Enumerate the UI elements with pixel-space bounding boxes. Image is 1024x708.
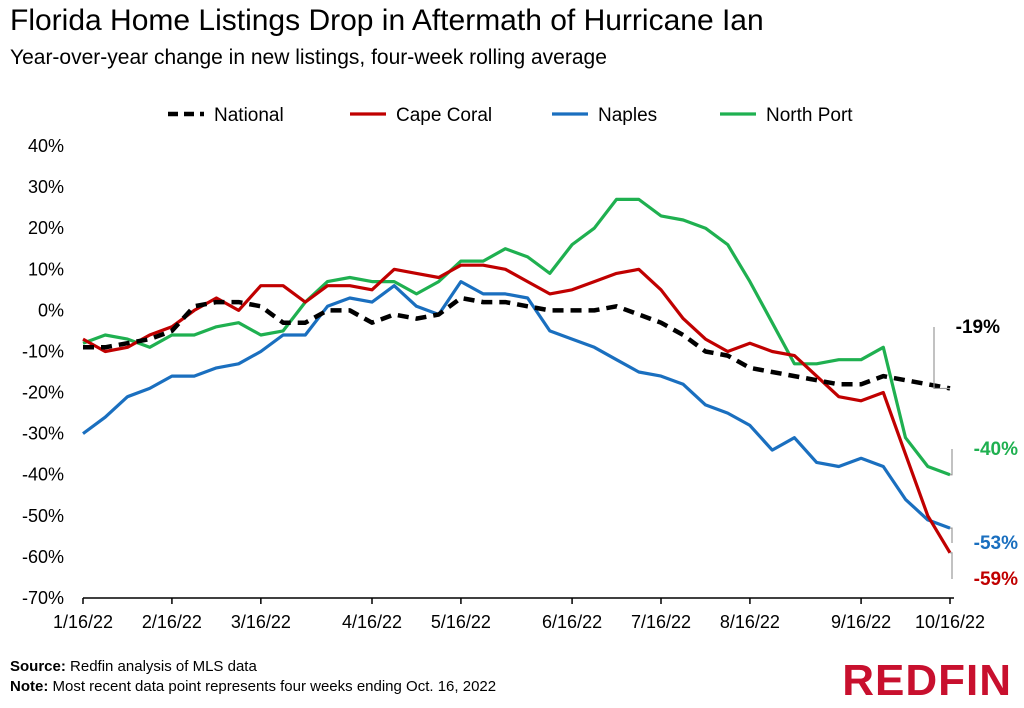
- legend-label: Cape Coral: [396, 105, 492, 126]
- series-line-cape-coral: [82, 263, 952, 554]
- series-line-national: [83, 295, 951, 391]
- redfin-logo: REDFIN: [842, 656, 1012, 705]
- legend: National Cape Coral Naples North Port: [168, 105, 853, 126]
- x-tick-label: 8/16/22: [720, 612, 780, 632]
- y-tick-label: 0%: [38, 300, 64, 320]
- y-tick-label: -60%: [22, 547, 64, 567]
- end-label-leader: [950, 449, 953, 476]
- y-tick-label: -50%: [22, 506, 64, 526]
- note-label: Note:: [10, 678, 49, 695]
- end-label-leader: [950, 527, 953, 543]
- y-tick-label: 10%: [28, 259, 64, 279]
- legend-label: Naples: [598, 105, 657, 126]
- end-label-leader: [950, 552, 953, 579]
- y-tick-label: 30%: [28, 177, 64, 197]
- chart-subtitle: Year-over-year change in new listings, f…: [10, 46, 607, 69]
- source-note: Source: Redfin analysis of MLS data: [10, 658, 257, 675]
- end-value-label: -40%: [974, 439, 1018, 460]
- end-value-label: -53%: [974, 533, 1018, 554]
- x-tick-label: 9/16/22: [831, 612, 891, 632]
- note-text: Most recent data point represents four w…: [52, 678, 497, 695]
- x-tick-label: 5/16/22: [431, 612, 491, 632]
- source-label: Source:: [10, 658, 66, 675]
- end-labels: -19% -59% -53% -40%: [933, 317, 1018, 590]
- legend-label: National: [214, 105, 284, 126]
- y-tick-label: -20%: [22, 383, 64, 403]
- y-axis: 40% 30% 20% 10% 0% -10% -20% -30% -40% -50% -60% -7…: [22, 136, 64, 608]
- x-tick-label: 10/16/22: [915, 612, 985, 632]
- chart-title: Florida Home Listings Drop in Aftermath …: [10, 4, 764, 37]
- series-line-naples: [82, 280, 951, 530]
- x-tick-label: 3/16/22: [231, 612, 291, 632]
- series-lines: [82, 197, 952, 554]
- y-tick-label: -10%: [22, 341, 64, 361]
- x-tick-label: 4/16/22: [342, 612, 402, 632]
- end-label-leader: [933, 327, 950, 390]
- x-tick-label: 7/16/22: [631, 612, 691, 632]
- x-tick-label: 1/16/22: [53, 612, 113, 632]
- end-value-label: -59%: [974, 569, 1018, 590]
- x-axis: 1/16/22 2/16/22 3/16/22 4/16/22 5/16/22 6/16/…: [53, 597, 985, 632]
- footnote: Note: Most recent data point represents …: [10, 678, 496, 695]
- x-tick-label: 2/16/22: [142, 612, 202, 632]
- y-tick-label: -70%: [22, 588, 64, 608]
- x-tick-label: 6/16/22: [542, 612, 602, 632]
- y-tick-label: -30%: [22, 424, 64, 444]
- y-tick-label: 20%: [28, 218, 64, 238]
- end-value-label: -19%: [956, 317, 1000, 338]
- y-tick-label: -40%: [22, 465, 64, 485]
- y-tick-label: 40%: [28, 136, 64, 156]
- series-line-north-port: [82, 197, 951, 477]
- legend-label: North Port: [766, 105, 853, 126]
- source-text: Redfin analysis of MLS data: [70, 658, 257, 675]
